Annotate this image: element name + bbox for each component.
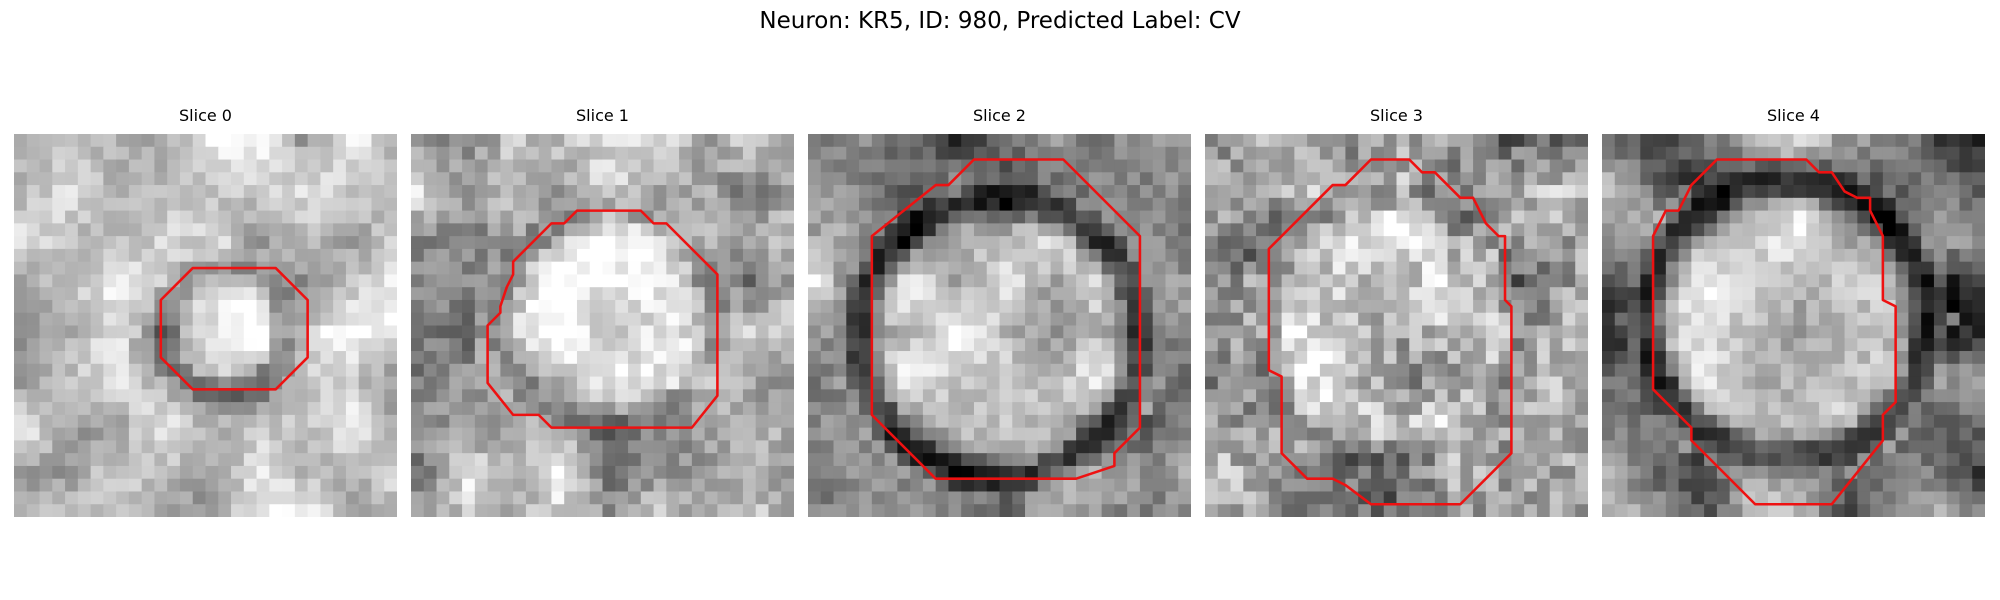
figure-title: Neuron: KR5, ID: 980, Predicted Label: C… [759, 8, 1241, 34]
slice-title: Slice 4 [1767, 106, 1820, 125]
soma-contour [1651, 158, 1897, 506]
soma-contour [870, 158, 1142, 480]
soma-contour [486, 209, 719, 429]
slice-image-3 [1205, 134, 1588, 517]
slice-title: Slice 2 [973, 106, 1026, 125]
slice-image-4 [1602, 134, 1985, 517]
slice-image-2 [808, 134, 1191, 517]
slice-image-0 [14, 134, 397, 517]
slice-title: Slice 0 [179, 106, 232, 125]
slice-image-1 [411, 134, 794, 517]
soma-contour [159, 266, 309, 391]
slice-title: Slice 1 [576, 106, 629, 125]
slice-title: Slice 3 [1370, 106, 1423, 125]
soma-contour [1267, 158, 1513, 506]
